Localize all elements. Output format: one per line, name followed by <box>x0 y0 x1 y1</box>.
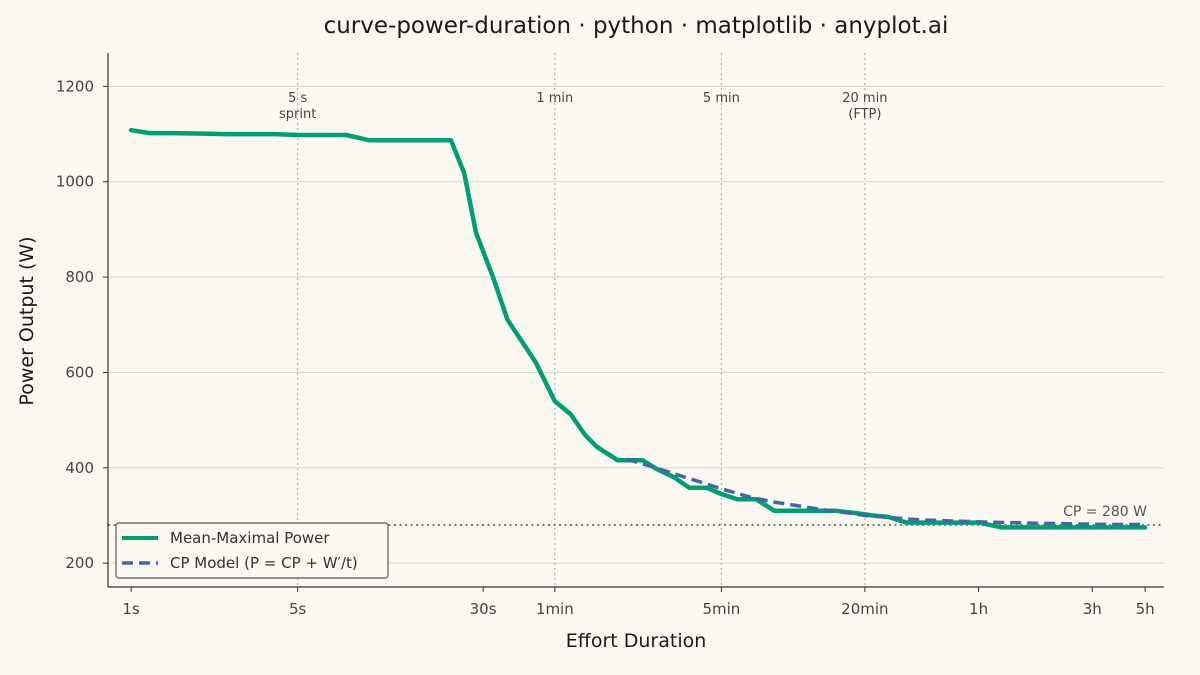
legend-label-mmp: Mean-Maximal Power <box>170 529 330 547</box>
x-tick-label: 1min <box>536 600 574 618</box>
x-tick-label: 5min <box>702 600 740 618</box>
axes <box>103 53 1164 592</box>
duration-reference-label: (FTP) <box>848 107 881 122</box>
cp-threshold-label: CP = 280 W <box>1063 504 1147 520</box>
y-tick-label: 600 <box>65 363 94 381</box>
grid-lines <box>108 85 1164 564</box>
duration-reference-label: 1 min <box>536 91 573 106</box>
y-tick-label: 400 <box>65 459 94 477</box>
y-tick-label: 200 <box>65 554 94 572</box>
y-tick-label: 800 <box>65 268 94 286</box>
x-tick-label: 30s <box>470 600 497 618</box>
duration-reference-label: 5 min <box>703 91 740 106</box>
cp-model-line <box>626 457 1146 527</box>
duration-reference-label: 5 s <box>288 91 307 106</box>
mean-maximal-power-line <box>128 127 1148 530</box>
x-tick-label: 1h <box>969 600 988 618</box>
legend-box <box>115 522 389 579</box>
legend: Mean-Maximal Power CP Model (P = CP + W′… <box>115 522 389 579</box>
x-tick-label: 20min <box>841 600 888 618</box>
series-lines <box>128 127 1148 530</box>
x-tick-label: 3h <box>1083 600 1102 618</box>
legend-label-cp-model: CP Model (P = CP + W′/t) <box>170 554 358 572</box>
y-tick-label: 1000 <box>56 173 94 191</box>
duration-reference-label: sprint <box>279 107 316 122</box>
x-axis-label: Effort Duration <box>566 630 707 652</box>
x-tick-label: 5s <box>289 600 307 618</box>
y-tick-label: 1200 <box>56 77 94 95</box>
chart-title: curve-power-duration · python · matplotl… <box>324 13 949 39</box>
x-tick-label: 5h <box>1136 600 1155 618</box>
y-axis-label: Power Output (W) <box>16 236 38 405</box>
tick-labels: 200 400 600 800 1000 1200 1s 5s 30s 1min 5min 20min… <box>56 77 1155 618</box>
x-tick-label: 1s <box>122 600 140 618</box>
duration-reference-label: 20 min <box>842 91 887 106</box>
